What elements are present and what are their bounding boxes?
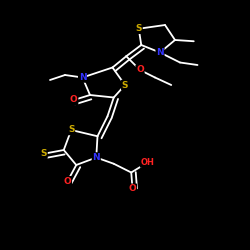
Text: N: N: [79, 73, 86, 82]
Text: S: S: [136, 24, 142, 33]
Text: O: O: [136, 66, 144, 74]
Text: N: N: [92, 153, 100, 162]
Text: S: S: [40, 149, 47, 158]
Text: S: S: [68, 126, 74, 134]
Text: S: S: [122, 80, 128, 90]
Text: OH: OH: [140, 158, 154, 167]
Text: O: O: [64, 177, 72, 186]
Text: O: O: [70, 96, 78, 104]
Text: N: N: [156, 48, 164, 57]
Text: O: O: [128, 184, 136, 193]
